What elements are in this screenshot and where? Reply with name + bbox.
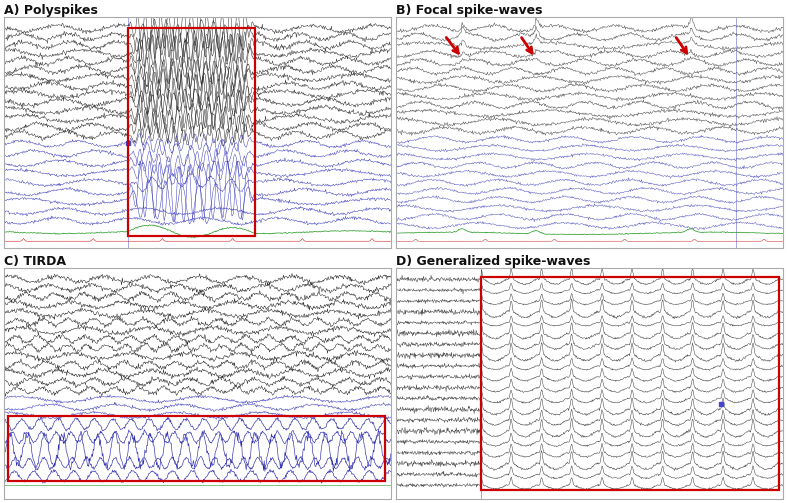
Text: B) Focal spike-waves: B) Focal spike-waves xyxy=(397,4,543,17)
Bar xyxy=(127,29,256,235)
Bar xyxy=(482,277,779,490)
Text: A) Polyspikes: A) Polyspikes xyxy=(4,4,98,17)
Bar xyxy=(8,416,385,481)
Text: D) Generalized spike-waves: D) Generalized spike-waves xyxy=(397,255,591,268)
Text: C) TIRDA: C) TIRDA xyxy=(4,255,66,268)
